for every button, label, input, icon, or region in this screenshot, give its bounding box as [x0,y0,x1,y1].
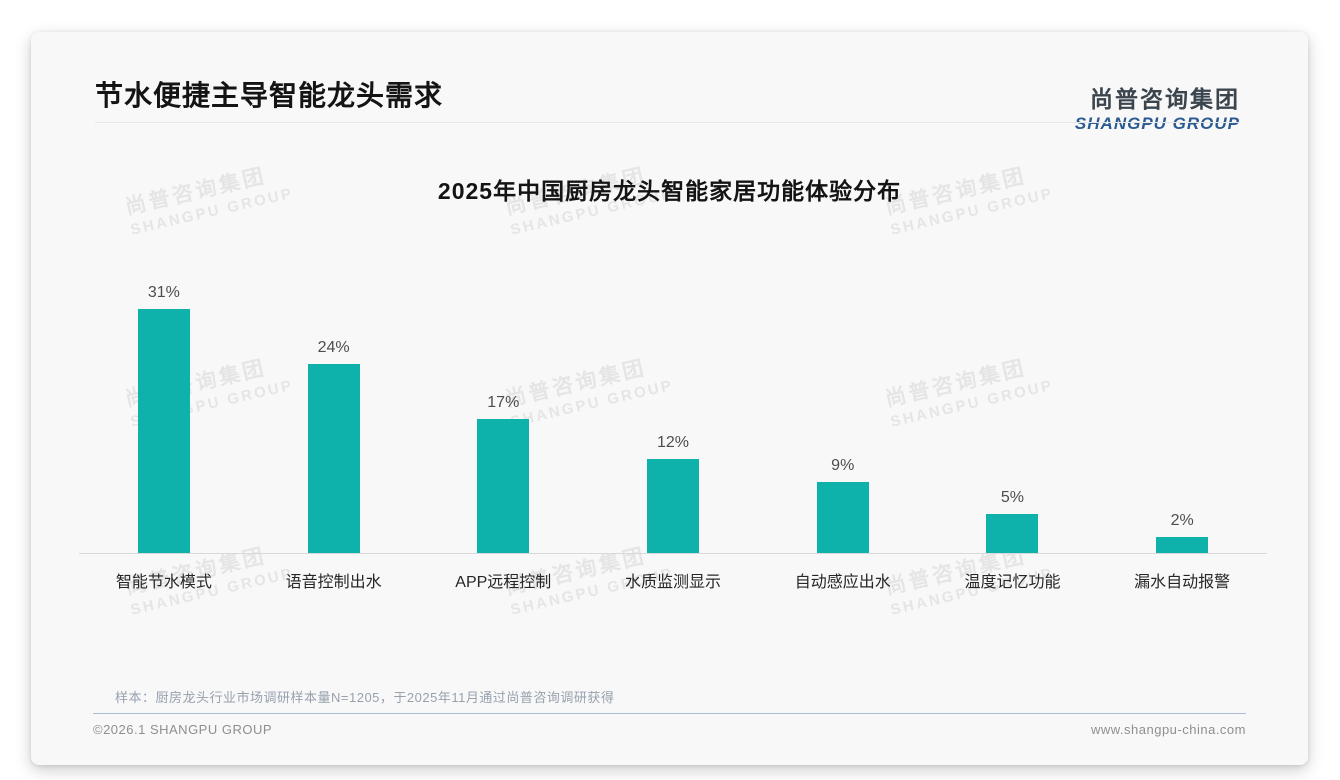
slide-card: 尚普咨询集团 SHANGPU GROUP 尚普咨询集团 SHANGPU GROUP 尚普… [31,32,1308,765]
chart-title: 2025年中国厨房龙头智能家居功能体验分布 [437,178,902,204]
logo-english-text: SHANGPU GROUP [1074,114,1240,133]
bar [816,482,869,553]
bar-value-label: 2% [1170,512,1194,529]
bar [137,309,190,553]
bar [986,514,1039,553]
bar-value-label: 17% [487,394,520,411]
category-label: 自动感应出水 [794,574,891,591]
bar-column: 17% [418,268,588,553]
page-title: 节水便捷主导智能龙头需求 [95,80,444,111]
category-label: 语音控制出水 [285,574,382,591]
website-url: www.shangpu-china.com [1090,722,1246,737]
bar-chart: 31% 24% 17% 12% 9% 5% 2% [79,268,1267,553]
category-label: 温度记忆功能 [964,574,1061,591]
bar-column: 2% [1097,268,1267,553]
copyright-text: ©2026.1 SHANGPU GROUP [93,722,273,737]
category-label: APP远程控制 [455,574,552,591]
bar [307,364,360,553]
bar-value-label: 12% [657,434,690,451]
bar [1156,537,1209,553]
bar-column: 24% [249,268,419,553]
logo-chinese-text: 尚普咨询集团 [1090,86,1240,112]
category-label: 漏水自动报警 [1134,574,1231,591]
category-label: 水质监测显示 [625,574,722,591]
bar [647,459,700,553]
sample-footnote: 样本：厨房龙头行业市场调研样本量N=1205，于2025年11月通过尚普咨询调研… [115,690,615,705]
x-axis-labels: 智能节水模式 语音控制出水 APP远程控制 水质监测显示 自动感应出水 温度记忆功能 漏水自… [79,568,1267,592]
x-axis-line [79,553,1267,554]
footer-divider [93,713,1246,714]
company-logo: 尚普咨询集团 SHANGPU GROUP [1075,80,1240,134]
category-label: 智能节水模式 [115,574,212,591]
bar-value-label: 31% [147,284,180,301]
bar-value-label: 9% [831,457,855,474]
bar-column: 31% [79,268,249,553]
bar-value-label: 24% [317,339,350,356]
bar-value-label: 5% [1000,489,1025,506]
header-divider [95,122,1240,123]
bar-column: 12% [588,268,758,553]
bar-column: 5% [928,268,1098,553]
bar-column: 9% [758,268,928,553]
bar [477,419,530,553]
